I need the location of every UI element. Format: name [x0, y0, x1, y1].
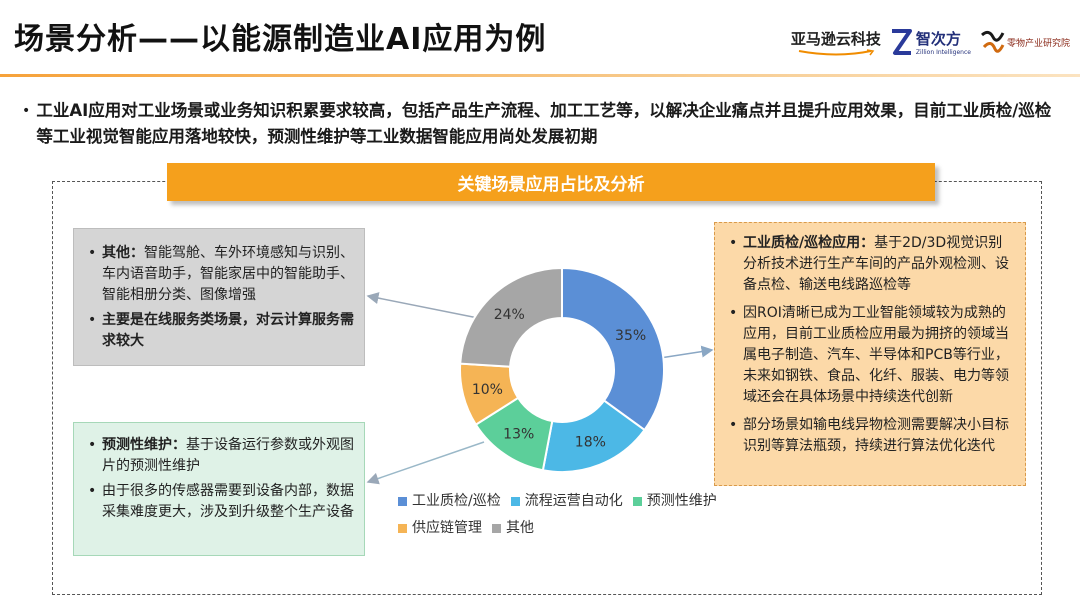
chart-legend: 工业质检/巡检 流程运营自动化 预测性维护供应链管理 其他: [398, 488, 728, 542]
donut-label-5: 24%: [494, 307, 525, 323]
research-institute-text: 零物产业研究院: [1006, 38, 1070, 49]
qi-item-1-label: 工业质检/巡检应用：: [743, 235, 875, 251]
zhicifang-en-text: Zillion Intelligence: [915, 49, 971, 56]
legend-swatch-3: [632, 497, 642, 506]
amazon-cloud-logo: 亚马逊云科技: [791, 28, 881, 57]
zhicifang-cn-text: 智次方: [915, 30, 961, 48]
qi-item-3-text: 部分场景如输电线异物检测需要解决小目标识别等算法瓶颈，持续进行算法优化迭代: [743, 417, 1009, 454]
others-analysis-box: 其他：智能驾舱、车外环境感知与识别、车内语音助手，智能家居中的智能助手、智能相册…: [73, 228, 365, 366]
legend-item-1: 工业质检/巡检: [398, 488, 501, 515]
qi-item-1-text: 基于2D/3D视觉识别分析技术进行生产车间的产品外观检测、设备点检、输送电线路巡…: [743, 235, 1009, 293]
legend-label-3: 预测性维护: [646, 493, 717, 509]
zhicifang-logo: 智次方 Zillion Intelligence: [889, 27, 971, 57]
pm-item-2: 由于很多的传感器需要到设备内部，数据采集难度更大，涉及到升级整个生产设备: [88, 481, 354, 523]
donut-slice-1: [561, 266, 665, 432]
donut-slice-5: [459, 266, 563, 368]
bullet-dot: •: [22, 103, 31, 119]
page-title: 场景分析——以能源制造业AI应用为例: [14, 22, 547, 57]
donut-label-3: 13%: [503, 427, 534, 443]
legend-label-1: 工业质检/巡检: [412, 493, 501, 509]
legend-swatch-5: [492, 524, 501, 533]
legend-item-2: 流程运营自动化: [510, 488, 623, 515]
others-item-1-label: 其他：: [102, 245, 144, 261]
qi-item-2: 因ROI清晰已成为工业智能领域较为成熟的应用，目前工业质检应用最为拥挤的领域当属…: [729, 303, 1015, 408]
predictive-maintenance-box: 预测性维护：基于设备运行参数或外观图片的预测性维护 由于很多的传感器需要到设备内…: [73, 422, 365, 556]
amazon-logo-text: 亚马逊云科技: [790, 29, 881, 48]
others-item-1: 其他：智能驾舱、车外环境感知与识别、车内语音助手，智能家居中的智能助手、智能相册…: [88, 243, 354, 306]
others-item-2-text: 主要是在线服务类场景，对云计算服务需求较大: [102, 312, 354, 349]
legend-label-5: 其他: [506, 520, 534, 536]
legend-swatch-1: [398, 497, 407, 506]
qi-item-1: 工业质检/巡检应用：基于2D/3D视觉识别分析技术进行生产车间的产品外观检测、设…: [729, 233, 1015, 296]
header-divider: [0, 74, 1080, 77]
pm-item-2-text: 由于很多的传感器需要到设备内部，数据采集难度更大，涉及到升级整个生产设备: [102, 483, 354, 520]
legend-label-2: 流程运营自动化: [524, 493, 623, 509]
legend-swatch-2: [510, 497, 520, 506]
research-institute-mark-icon: [981, 30, 1005, 53]
zhicifang-mark-icon: [891, 29, 912, 55]
summary-text: 工业AI应用对工业场景或业务知识积累要求较高，包括产品生产流程、加工工艺等，以解…: [36, 101, 1052, 146]
research-institute-logo: 零物产业研究院: [979, 27, 1070, 57]
section-banner-text: 关键场景应用占比及分析: [457, 174, 645, 195]
pm-item-1-label: 预测性维护：: [102, 437, 186, 453]
qi-item-3: 部分场景如输电线异物检测需要解决小目标识别等算法瓶颈，持续进行算法优化迭代: [729, 415, 1015, 457]
qi-item-2-text: 因ROI清晰已成为工业智能领域较为成熟的应用，目前工业质检应用最为拥挤的领域当属…: [743, 305, 1009, 405]
section-banner: 关键场景应用占比及分析: [167, 163, 935, 201]
legend-item-4: 供应链管理: [398, 515, 482, 542]
quality-inspection-box: 工业质检/巡检应用：基于2D/3D视觉识别分析技术进行生产车间的产品外观检测、设…: [714, 222, 1026, 486]
others-item-2: 主要是在线服务类场景，对云计算服务需求较大: [88, 310, 354, 352]
legend-item-5: 其他: [492, 515, 534, 542]
others-item-1-text: 智能驾舱、车外环境感知与识别、车内语音助手，智能家居中的智能助手、智能相册分类、…: [102, 245, 354, 303]
summary-bullet: • 工业AI应用对工业场景或业务知识积累要求较高，包括产品生产流程、加工工艺等，…: [22, 98, 1062, 150]
legend-swatch-4: [398, 524, 407, 533]
legend-item-3: 预测性维护: [632, 488, 717, 515]
pm-item-1: 预测性维护：基于设备运行参数或外观图片的预测性维护: [88, 435, 354, 477]
donut-label-2: 18%: [575, 435, 606, 451]
pm-item-1-text: 基于设备运行参数或外观图片的预测性维护: [102, 437, 354, 474]
amazon-smile-icon: [798, 48, 875, 55]
donut-label-1: 35%: [615, 328, 646, 344]
scenario-share-donut-chart: 35% 18% 13% 10% 24%: [459, 266, 665, 473]
legend-label-4: 供应链管理: [412, 520, 482, 536]
partner-logos: 亚马逊云科技 智次方 Zillion Intelligence 零物产业研究院: [791, 20, 1070, 64]
donut-label-4: 10%: [472, 382, 503, 398]
